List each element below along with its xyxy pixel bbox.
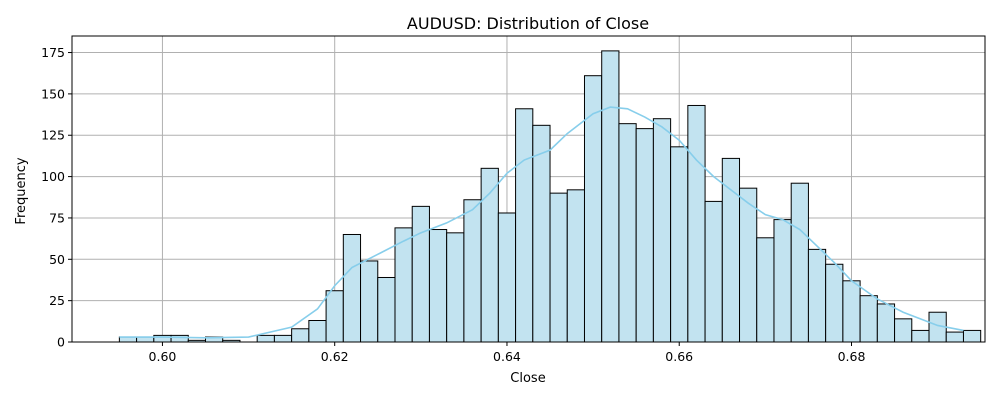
histogram-bar: [256, 334, 275, 343]
histogram-bar: [601, 50, 620, 343]
histogram-bar: [687, 104, 706, 343]
histogram-bar: [342, 233, 362, 343]
histogram-bar: [532, 124, 551, 343]
histogram-bar: [790, 182, 809, 343]
x-tick-label: 0.62: [321, 349, 349, 364]
y-axis-ticks: 0 25 50 75 100 125 150 175: [41, 45, 72, 350]
histogram-bar: [463, 199, 482, 343]
y-tick-label: 75: [49, 210, 65, 225]
histogram-bar: [428, 229, 448, 343]
plot-frame: [71, 35, 986, 343]
x-tick-label: 0.64: [493, 349, 521, 364]
histogram-bar: [480, 167, 499, 343]
chart-title: AUDUSD: Distribution of Close: [407, 14, 649, 33]
histogram-bar: [670, 146, 689, 343]
x-axis-ticks: 0.60 0.62 0.64 0.66 0.68: [149, 342, 866, 364]
y-tick-label: 175: [41, 45, 65, 60]
histogram-bar: [825, 263, 844, 343]
y-tick-label: 150: [41, 86, 65, 101]
x-tick-label: 0.66: [665, 349, 693, 364]
histogram-bar: [497, 212, 517, 343]
y-tick-label: 25: [49, 293, 65, 308]
y-tick-label: 125: [41, 128, 65, 143]
y-tick-label: 100: [41, 169, 65, 184]
histogram-bar: [291, 328, 310, 343]
histogram-bar: [566, 189, 585, 343]
histogram-bar: [739, 187, 758, 343]
histogram-bar: [859, 295, 878, 343]
y-axis-label: Frequency: [14, 157, 29, 224]
histogram-bar: [515, 108, 534, 343]
y-tick-label: 0: [57, 335, 65, 350]
histogram-bar: [325, 290, 344, 343]
histogram-bar: [446, 232, 465, 343]
histogram-bar: [411, 205, 430, 343]
histogram-bar: [756, 237, 775, 343]
histogram-bar: [945, 331, 964, 343]
x-axis-label: Close: [510, 371, 545, 386]
histogram-bar: [308, 319, 327, 343]
histogram-bar: [170, 334, 189, 343]
histogram-bar: [273, 334, 293, 343]
y-tick-label: 50: [49, 252, 65, 267]
histogram-bar: [583, 75, 603, 343]
histogram-bar: [842, 280, 861, 343]
x-tick-label: 0.60: [149, 349, 177, 364]
x-tick-label: 0.68: [838, 349, 866, 364]
histogram-bar: [635, 128, 654, 343]
kde-curve: [119, 106, 964, 339]
histogram-bars: [118, 50, 982, 343]
histogram-bar: [704, 200, 723, 343]
histogram-bar: [807, 248, 827, 343]
histogram-bar: [377, 276, 396, 343]
histogram-bar: [360, 260, 379, 343]
histogram-bar: [962, 329, 982, 343]
histogram-bar: [876, 303, 896, 343]
histogram-bar: [549, 192, 568, 343]
histogram-bar: [894, 318, 913, 343]
histogram-bar: [652, 118, 672, 343]
histogram-bar: [773, 219, 792, 343]
histogram-bar: [911, 329, 930, 343]
histogram-bar: [618, 123, 637, 343]
